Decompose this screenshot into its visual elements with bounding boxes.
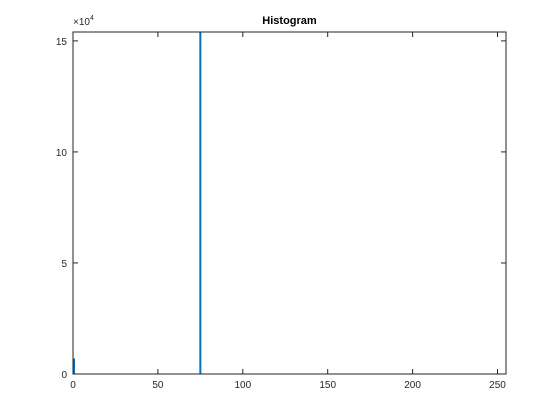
x-tick-label: 50 (152, 380, 164, 391)
x-tick-label: 100 (234, 380, 251, 391)
axes-box (72, 31, 507, 375)
x-tick-label: 150 (319, 380, 336, 391)
plot-area (73, 32, 506, 374)
y-tick-label: 5 (61, 259, 67, 270)
x-tick-label: 200 (404, 380, 421, 391)
histogram-bars (73, 32, 202, 374)
y-tick-label: 15 (56, 37, 68, 48)
y-tick-label: 0 (61, 370, 67, 381)
chart-title: Histogram (262, 15, 317, 27)
x-tick-labels: 0 50 100 150 200 250 (70, 380, 506, 391)
y-tick-labels: 0 5 10 15 (56, 37, 68, 381)
x-tick-label: 0 (70, 380, 76, 391)
y-exponent-label: ×104 (73, 15, 94, 28)
x-tick-label: 250 (489, 380, 506, 391)
y-tick-label: 10 (56, 148, 68, 159)
